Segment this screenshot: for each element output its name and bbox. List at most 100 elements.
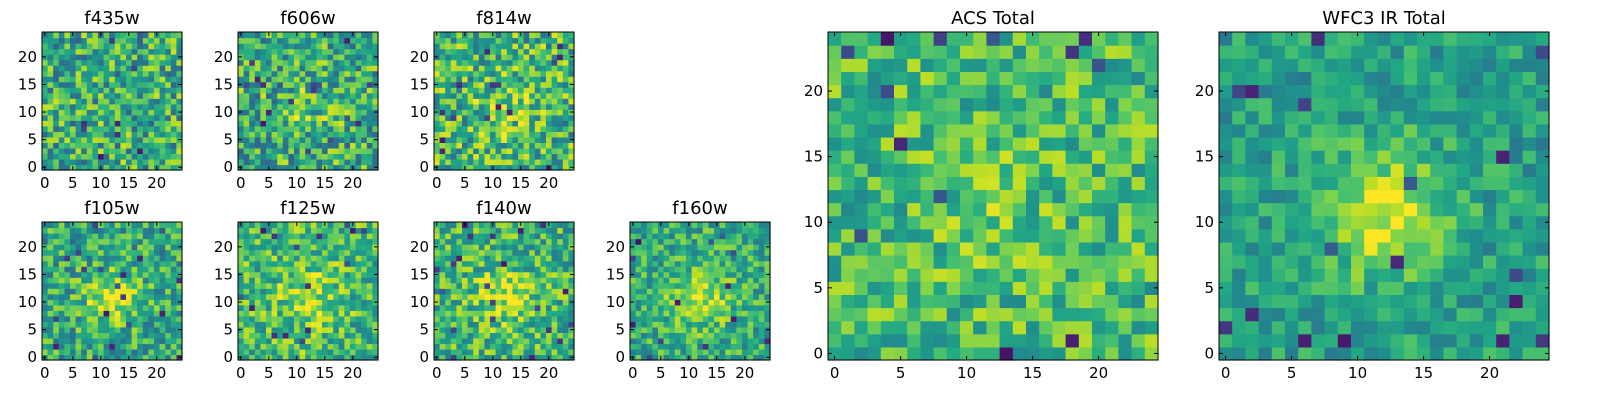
heatmap-cell: [260, 310, 267, 317]
heatmap-cell: [867, 268, 882, 282]
heatmap-cell: [120, 260, 127, 267]
heatmap-cell: [294, 233, 301, 240]
heatmap-cell: [53, 271, 60, 278]
heatmap-cell: [64, 326, 71, 333]
heatmap-cell: [439, 48, 446, 55]
heatmap-cell: [355, 315, 362, 322]
heatmap-cell: [518, 348, 525, 356]
heatmap-cell: [126, 48, 133, 55]
heatmap-cell: [58, 271, 65, 278]
heatmap-cell: [506, 153, 513, 160]
heatmap-cell: [714, 315, 721, 322]
heatmap-cell: [933, 241, 948, 256]
heatmap-cell: [355, 153, 362, 160]
heatmap-cell: [484, 244, 491, 251]
heatmap-cell: [490, 147, 497, 155]
heatmap-cell: [170, 131, 177, 138]
heatmap-cell: [434, 233, 441, 240]
heatmap-cell: [120, 109, 127, 116]
heatmap-cell: [355, 304, 362, 311]
heatmap-cell: [674, 227, 681, 234]
heatmap-cell: [81, 310, 88, 317]
heatmap-cell: [439, 310, 446, 317]
heatmap-cell: [361, 343, 368, 350]
heatmap-cell: [238, 98, 245, 105]
heatmap-cell: [81, 266, 88, 273]
heatmap-cell: [58, 54, 65, 61]
heatmap-cell: [518, 271, 525, 278]
heatmap-cell: [305, 332, 312, 339]
heatmap-cell: [635, 348, 642, 356]
heatmap-cell: [120, 288, 127, 295]
heatmap-cell: [557, 222, 564, 229]
heatmap-cell: [254, 109, 261, 116]
heatmap-cell: [64, 109, 71, 116]
heatmap-cell: [148, 310, 155, 317]
heatmap-cell: [473, 81, 480, 88]
heatmap-cell: [294, 70, 301, 77]
heatmap-cell: [652, 299, 659, 306]
heatmap-cell: [310, 343, 317, 350]
heatmap-cell: [299, 266, 306, 273]
heatmap-cell: [445, 43, 452, 50]
heatmap-cell: [467, 109, 474, 116]
heatmap-cell: [467, 158, 474, 166]
heatmap-cell: [512, 114, 519, 121]
heatmap-cell: [478, 343, 485, 350]
heatmap-cell: [322, 153, 329, 160]
heatmap-cell: [540, 92, 547, 99]
heatmap-cell: [53, 343, 60, 350]
y-tick-label: 0: [223, 158, 233, 176]
heatmap-cell: [350, 125, 357, 132]
heatmap-cell: [249, 343, 256, 350]
heatmap-cell: [322, 277, 329, 284]
heatmap-cell: [64, 348, 71, 356]
heatmap-cell: [282, 136, 289, 143]
heatmap-cell: [439, 125, 446, 132]
heatmap-cell: [333, 37, 340, 44]
heatmap-cell: [635, 293, 642, 300]
heatmap-cell: [176, 282, 183, 289]
heatmap-cell: [86, 238, 93, 245]
heatmap-cell: [529, 87, 536, 94]
heatmap-cell: [518, 54, 525, 61]
heatmap-cell: [742, 310, 749, 317]
heatmap-cell: [277, 81, 284, 88]
heatmap-cell: [366, 227, 373, 234]
heatmap-cell: [450, 153, 457, 160]
heatmap-cell: [641, 227, 648, 234]
heatmap-cell: [170, 310, 177, 317]
heatmap-cell: [512, 310, 519, 317]
heatmap-cell: [165, 87, 172, 94]
heatmap-cell: [484, 125, 491, 132]
heatmap-cell: [271, 92, 278, 99]
heatmap-cell: [708, 271, 715, 278]
heatmap-cell: [674, 321, 681, 328]
heatmap-cell: [170, 238, 177, 245]
heatmap-cell: [841, 215, 855, 230]
heatmap-cell: [243, 348, 250, 356]
heatmap-cell: [86, 54, 93, 61]
heatmap-cell: [42, 158, 49, 166]
heatmap-cell: [540, 164, 547, 171]
heatmap-cell: [53, 282, 60, 289]
heatmap-cell: [288, 315, 295, 322]
heatmap-cell: [999, 268, 1014, 282]
heatmap-cell: [450, 98, 457, 105]
heatmap-cell: [568, 238, 575, 245]
heatmap-cell: [310, 255, 317, 262]
heatmap-cell: [103, 354, 110, 361]
heatmap-cell: [254, 136, 261, 143]
heatmap-cell: [445, 315, 452, 322]
heatmap-cell: [1092, 346, 1106, 361]
heatmap-cell: [120, 153, 127, 160]
heatmap-cell: [557, 310, 564, 317]
heatmap-cell: [551, 227, 558, 234]
heatmap-cell: [338, 299, 345, 306]
heatmap-cell: [635, 271, 642, 278]
heatmap-cell: [736, 315, 743, 322]
heatmap-cell: [282, 81, 289, 88]
heatmap-cell: [327, 260, 334, 267]
heatmap-cell: [946, 255, 961, 269]
heatmap-cell: [81, 70, 88, 77]
